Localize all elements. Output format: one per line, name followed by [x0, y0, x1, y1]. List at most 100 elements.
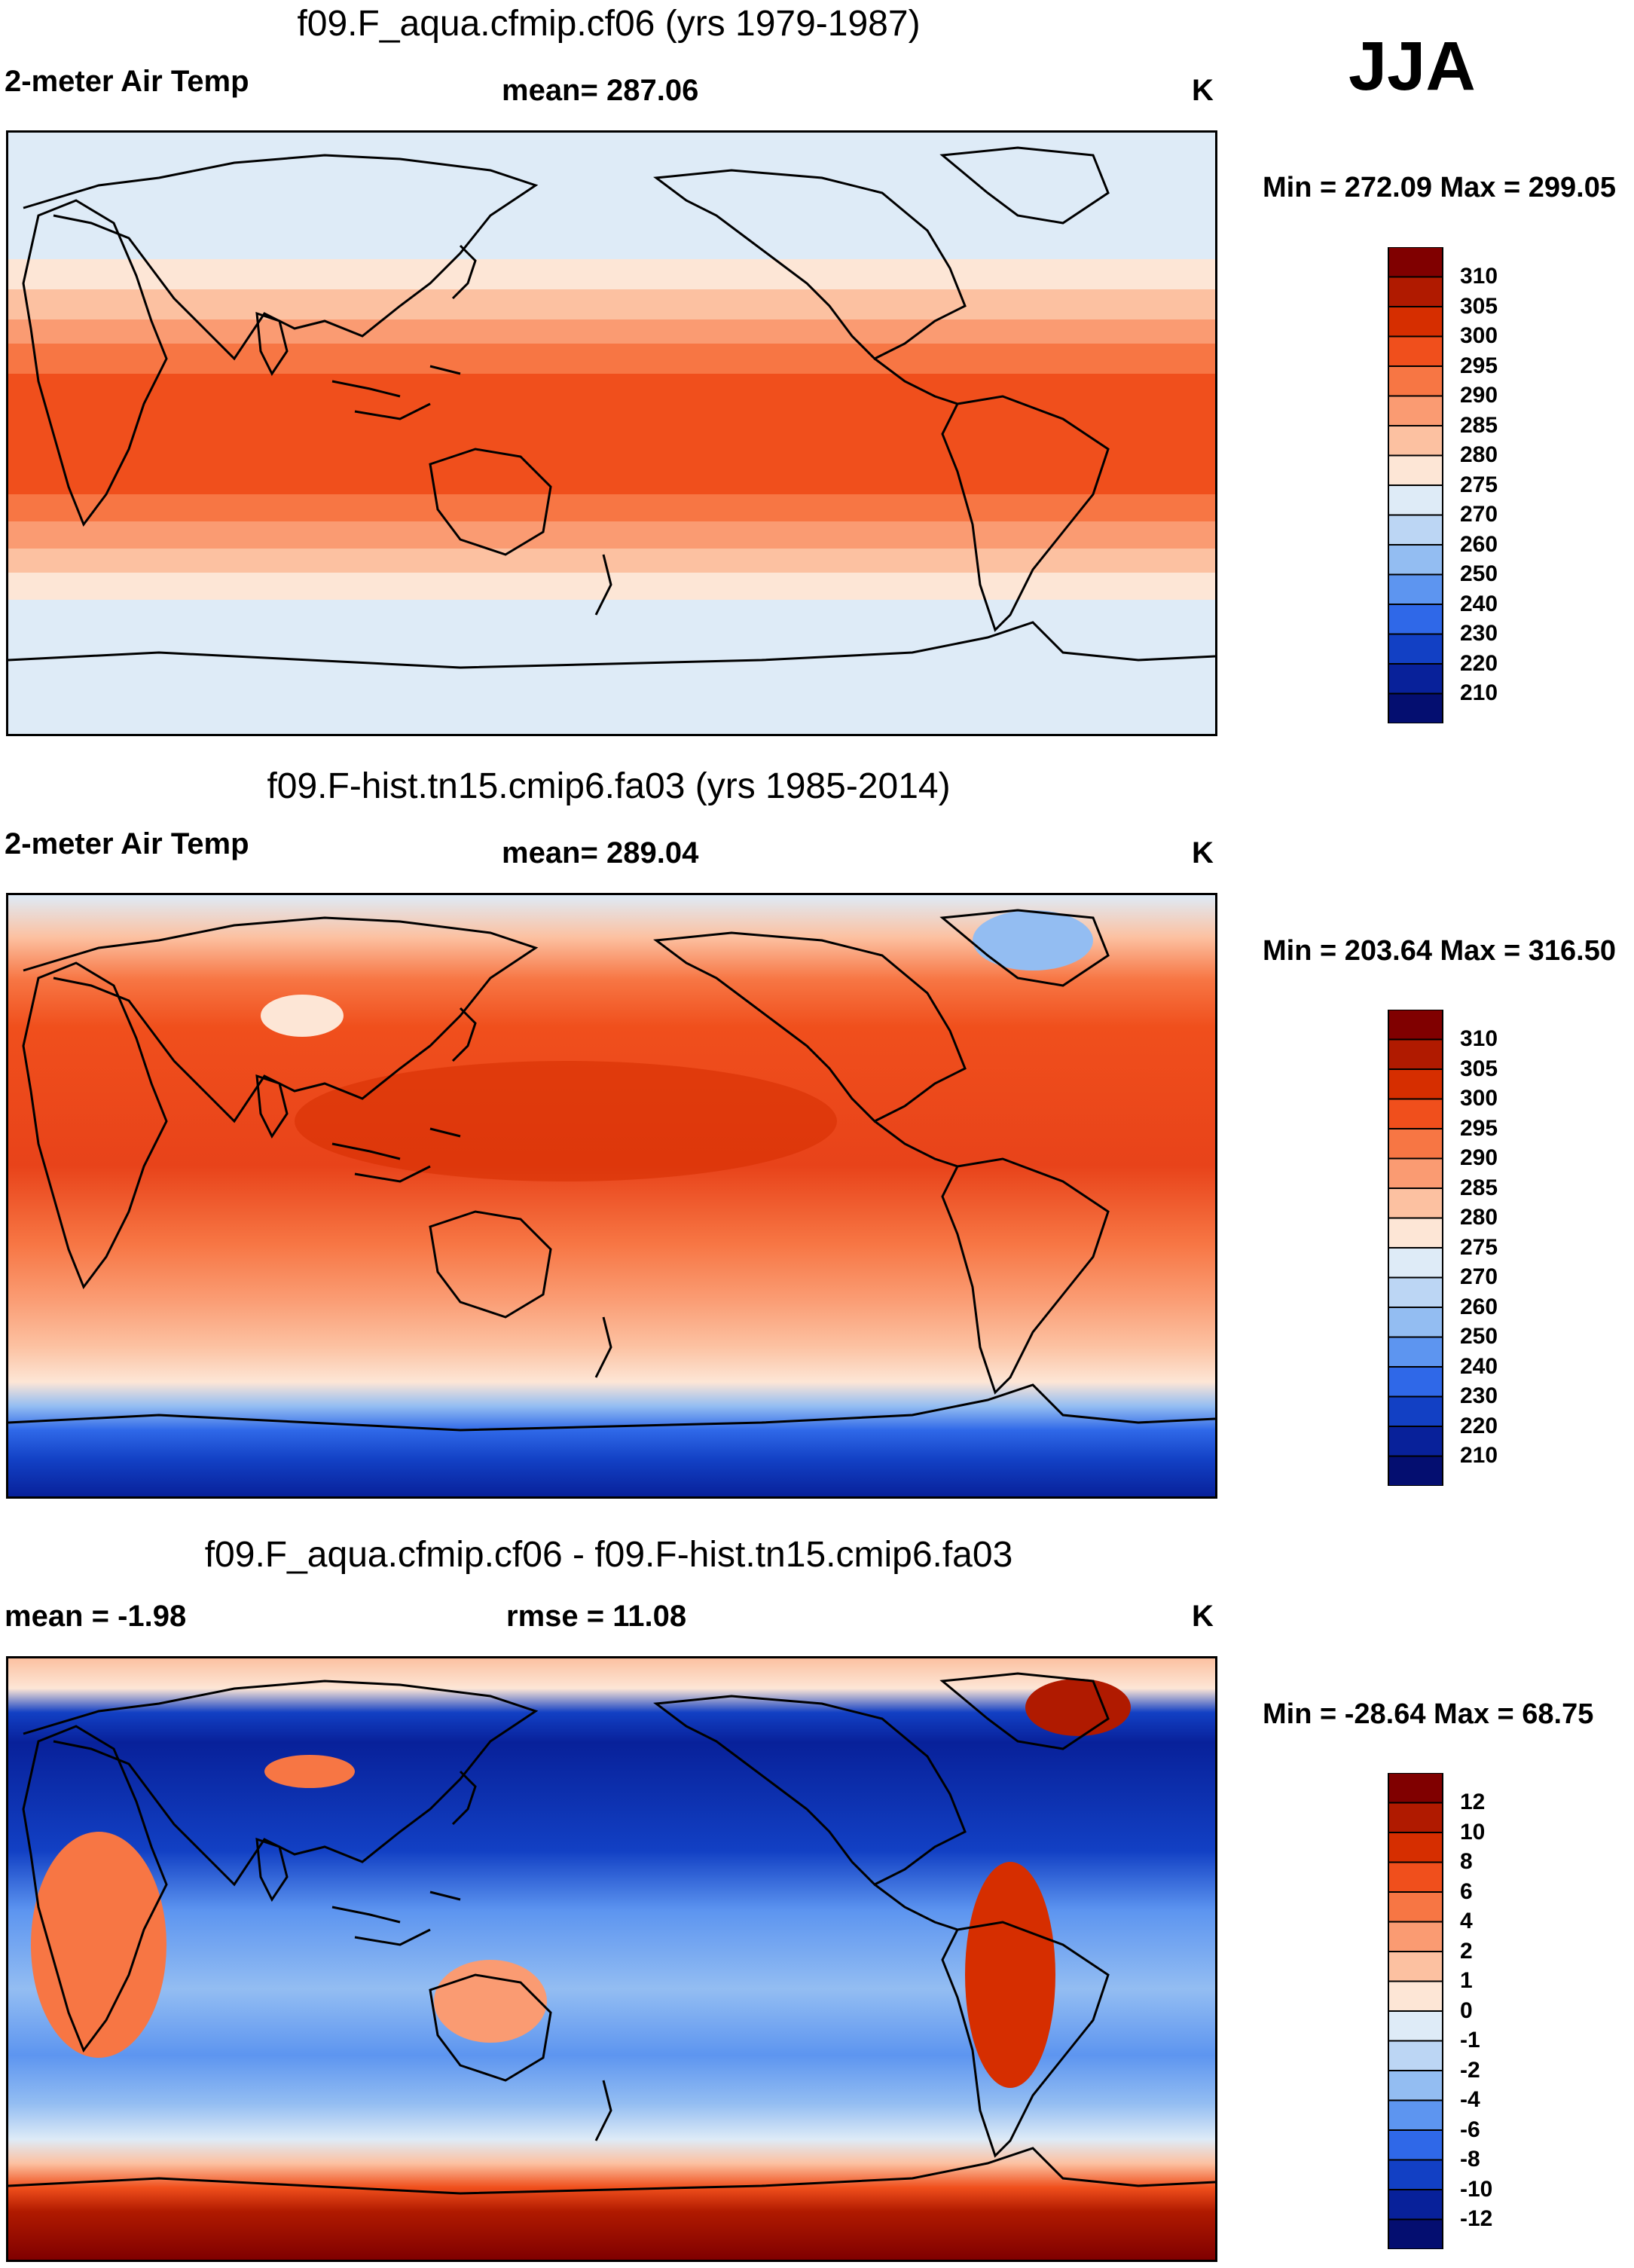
coastline-segment — [331, 1127, 461, 1183]
colorbar-box — [1388, 1832, 1443, 1863]
panel2-field — [8, 895, 1215, 1496]
panel2-mean-label: mean= 289.04 — [502, 836, 699, 870]
colorbar-box — [1388, 1276, 1443, 1308]
colorbar-box — [1388, 1157, 1443, 1189]
coastline-segment — [8, 621, 1215, 669]
panel1-tick-5: 290 — [1460, 383, 1498, 408]
coastline-segment — [939, 146, 1110, 225]
colorbar-box — [1388, 2159, 1443, 2190]
panel1-colorbar-svg — [1388, 247, 1443, 723]
coastline-segment — [594, 2080, 612, 2141]
panel2-tick-6: 285 — [1460, 1175, 1498, 1200]
coastline-segment — [331, 1891, 461, 1946]
season-label: JJA — [1348, 28, 1476, 105]
colorbar-box — [1388, 1307, 1443, 1338]
panel3-tick-10: -2 — [1460, 2058, 1480, 2083]
colorbar-box — [1388, 1366, 1443, 1398]
panel2-tick-13: 230 — [1460, 1383, 1498, 1408]
colorbar-box — [1388, 604, 1443, 635]
coastline-segment — [22, 961, 168, 1290]
panel3-map — [6, 1656, 1217, 2262]
coastline-segment — [8, 1383, 1215, 1432]
panel1-tick-4: 295 — [1460, 353, 1498, 378]
colorbar-box — [1388, 1980, 1443, 2012]
panel1-band-290n — [8, 344, 1215, 374]
panel2-tick-2: 305 — [1460, 1056, 1498, 1081]
colorbar-box — [1388, 1038, 1443, 1070]
coastline-segment — [23, 916, 539, 1123]
coastline-segment — [23, 154, 539, 361]
colorbar-box — [1388, 306, 1443, 338]
panel3-mean-label: mean = -1.98 — [5, 1600, 187, 1633]
colorbar-box — [1388, 425, 1443, 457]
panel3-tick-15: -12 — [1460, 2206, 1493, 2231]
coastline-segment — [429, 448, 552, 556]
panel3-tick-5: 4 — [1460, 1909, 1473, 1933]
colorbar-box — [1388, 573, 1443, 605]
panel3-colorbar — [1388, 1773, 1443, 2249]
panel3-australia — [434, 1960, 547, 2043]
panel2-tick-3: 300 — [1460, 1086, 1498, 1111]
panel2-title: f09.F-hist.tn15.cmip6.fa03 (yrs 1985-201… — [267, 766, 951, 806]
colorbar-box — [1388, 2218, 1443, 2249]
panel1-tick-15: 210 — [1460, 680, 1498, 705]
panel3-title: f09.F_aqua.cfmip.cf06 - f09.F-hist.tn15.… — [204, 1535, 1013, 1575]
colorbar-box — [1388, 1247, 1443, 1279]
panel3-tick-11: -4 — [1460, 2087, 1480, 2112]
colorbar-box — [1388, 2099, 1443, 2131]
panel1-colorbar — [1388, 247, 1443, 723]
colorbar-box — [1388, 1128, 1443, 1160]
panel3-tick-8: 0 — [1460, 1998, 1473, 2023]
panel1-tick-13: 230 — [1460, 621, 1498, 646]
panel2-tick-12: 240 — [1460, 1354, 1498, 1379]
panel1-band-290s — [8, 494, 1215, 521]
panel3-greenland — [1025, 1679, 1131, 1736]
coastline-segment — [451, 244, 477, 300]
panel3-rmse-label: rmse = 11.08 — [506, 1600, 687, 1633]
panel1-tick-8: 275 — [1460, 472, 1498, 497]
panel2-tick-7: 280 — [1460, 1205, 1498, 1230]
panel1-coastlines — [8, 146, 1215, 669]
panel2-tick-11: 250 — [1460, 1324, 1498, 1349]
panel1-units-label: K — [1192, 74, 1214, 107]
panel2-tick-14: 220 — [1460, 1414, 1498, 1438]
panel1-map — [6, 130, 1217, 736]
colorbar-box — [1388, 2010, 1443, 2042]
panel2-colorbar — [1388, 1010, 1443, 1486]
colorbar-box — [1388, 514, 1443, 546]
coastline-segment — [451, 1770, 477, 1826]
colorbar-box — [1388, 1068, 1443, 1100]
coastline-segment — [941, 395, 1110, 632]
colorbar-box — [1388, 692, 1443, 723]
coastline-segment — [653, 169, 967, 360]
colorbar-box — [1388, 365, 1443, 397]
panel3-africa — [31, 1832, 166, 2058]
panel3-tick-4: 6 — [1460, 1879, 1473, 1904]
colorbar-box — [1388, 1010, 1443, 1041]
coastline-segment — [22, 1725, 168, 2053]
colorbar-box — [1388, 1773, 1443, 1804]
panel3-map-svg — [8, 1658, 1215, 2260]
colorbar-box — [1388, 663, 1443, 695]
panel2-tick-9: 270 — [1460, 1264, 1498, 1289]
panel2-coastlines — [8, 909, 1215, 1432]
panel3-colorbar-svg — [1388, 1773, 1443, 2249]
coastline-segment — [653, 1695, 967, 1886]
panel1-tick-7: 280 — [1460, 442, 1498, 467]
coastline-segment — [939, 909, 1110, 987]
colorbar-box — [1388, 2040, 1443, 2071]
panel1-map-svg — [8, 133, 1215, 734]
panel2-tick-10: 260 — [1460, 1294, 1498, 1319]
panel3-tibet — [264, 1755, 355, 1788]
colorbar-box — [1388, 544, 1443, 576]
coastline-segment — [8, 2147, 1215, 2195]
coastline-segment — [255, 1837, 289, 1902]
coastline-segment — [594, 1316, 612, 1378]
panel1-band-295 — [8, 374, 1215, 494]
panel2-map — [6, 893, 1217, 1499]
coastline-segment — [594, 554, 612, 616]
colorbar-box — [1388, 1951, 1443, 1982]
colorbar-box — [1388, 247, 1443, 278]
panel3-tick-12: -6 — [1460, 2117, 1480, 2142]
panel3-tick-2: 10 — [1460, 1820, 1486, 1845]
